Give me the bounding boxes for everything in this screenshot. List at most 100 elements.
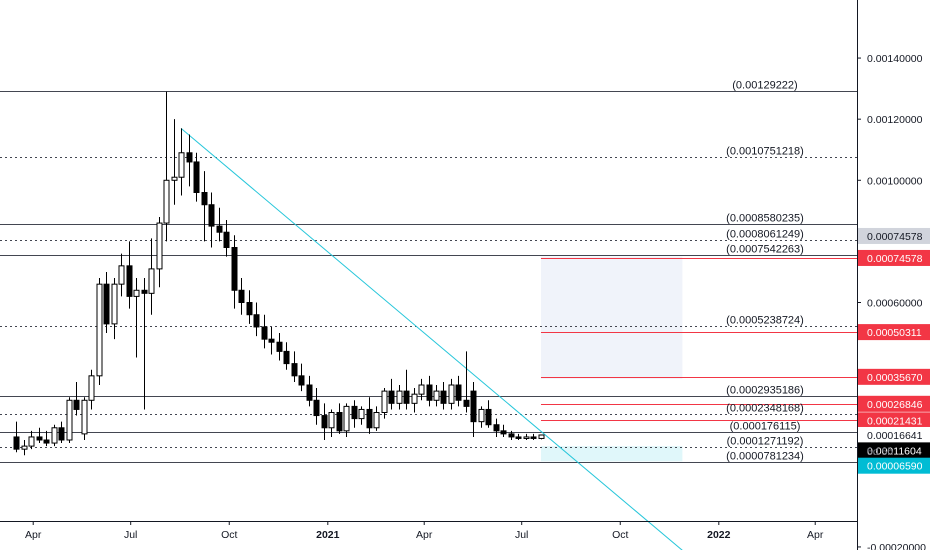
candle-body-56 [433,390,440,401]
candle-body-2 [28,436,35,447]
trendline-layer [180,127,686,554]
candle-body-43 [336,412,343,432]
candle-body-35 [276,341,283,352]
price-badge-0 [858,227,930,244]
candle-body-18 [148,268,155,294]
candle-body-54 [418,384,425,395]
candle-body-39 [306,384,313,401]
candle-body-8 [73,399,80,410]
fib-level-label-9: (0.0001271192) [727,436,804,448]
candle-body-29 [231,247,238,291]
target-price-label-1: 0.00050311 [867,327,922,339]
fib-level-label-8: (0.000176115) [730,421,801,433]
candle-body-51 [396,390,403,404]
fib-level-label-4: (0.0007542263) [726,244,804,256]
candle-body-37 [291,363,298,377]
zones-layer [540,256,683,462]
time-tick-label-8: Apr [807,529,824,541]
price-badge-label-0: 0.00074578 [867,231,923,243]
candle-body-41 [321,415,328,429]
candle-body-3 [36,436,43,441]
candle-body-24 [193,161,200,193]
candle-body-50 [388,390,395,404]
fib-level-label-2: (0.0008580235) [726,213,804,225]
candle-body-4 [43,439,50,444]
price-tick-label-0: 0.00140000 [867,53,923,65]
candle-body-62 [478,408,485,423]
candle-body-45 [351,405,358,420]
price-badge-label-3: 0.00006590 [867,461,923,473]
fib-level-label-7: (0.0002348168) [726,403,804,415]
time-tick-label-1: Jul [124,529,137,541]
candle-body-1 [21,445,28,450]
candle-body-59 [455,384,462,401]
candle-body-9 [81,399,88,435]
target-price-label-4: 0.00021431 [867,415,923,427]
candle-body-12 [103,283,110,325]
time-tick-label-2: Oct [221,529,237,541]
candle-body-70 [538,434,545,439]
target-price-badge-0 [858,249,930,266]
target-price-badge-4 [858,412,930,429]
trendline [180,127,686,554]
candle-body-6 [58,427,65,441]
fib-level-label-3: (0.0008061249) [726,229,804,241]
candle-body-5 [51,427,58,444]
zone-box-0 [540,256,683,379]
candle-body-20 [163,179,170,224]
time-tick-label-3: 2021 [316,529,340,541]
candle-body-68 [523,436,530,439]
price-tick-label-2: 0.00100000 [867,175,923,187]
time-tick-label-4: Apr [416,529,433,541]
candle-body-14 [118,265,125,285]
candle-body-40 [313,399,320,417]
price-badge-label-2: 0.00011604 [867,445,922,457]
candle-body-64 [493,424,500,432]
time-tick-label-6: Oct [612,529,628,541]
candle-body-27 [216,225,223,233]
candle-body-26 [208,204,215,227]
candle-body-47 [366,408,373,429]
candle-body-17 [141,289,148,294]
fib-level-label-6: (0.0002935186) [726,385,804,397]
time-tick-label-0: Apr [25,529,42,541]
target-price-label-2: 0.00035670 [867,372,923,384]
candle-body-22 [178,152,185,178]
price-tick-label-3: 0.00060000 [867,298,923,310]
target-lines-layer [540,258,857,421]
candle-body-60 [463,399,470,407]
price-axis[interactable]: 0.00140000 0.00120000 0.00100000 0.00060000… [857,0,930,554]
price-badge-1 [858,426,930,443]
candle-body-21 [171,176,178,181]
candle-body-13 [111,283,118,325]
candle-body-52 [403,390,410,404]
candle-body-48 [373,412,380,429]
candle-body-28 [223,231,230,249]
candle-body-46 [358,408,365,420]
zone-box-1 [540,446,683,462]
candle-body-61 [470,390,477,423]
candle-body-65 [500,430,507,435]
candle-body-36 [283,350,290,365]
candle-body-58 [448,384,455,404]
fib-level-label-0: (0.00129222) [732,80,797,92]
candle-body-0 [13,436,20,450]
candle-body-55 [426,384,433,401]
candle-body-49 [381,390,388,414]
candle-body-34 [268,338,275,343]
price-badge-3 [858,457,930,474]
candle-body-44 [343,405,350,432]
target-price-badge-2 [858,368,930,385]
price-badge-2 [858,442,930,459]
price-badge-label-1: 0.00016641 [867,430,923,442]
candle-body-32 [253,314,260,328]
fib-levels-layer [0,91,857,463]
candle-body-63 [485,408,492,426]
candle-body-19 [156,222,163,270]
price-tick-label-1: 0.00120000 [867,114,923,126]
candle-body-31 [246,302,253,316]
price-tick-label-4: -0.00020000 [867,542,926,550]
time-axis[interactable]: Apr Jul Oct 2021 Apr Jul Oct 2022 Apr [0,521,857,541]
